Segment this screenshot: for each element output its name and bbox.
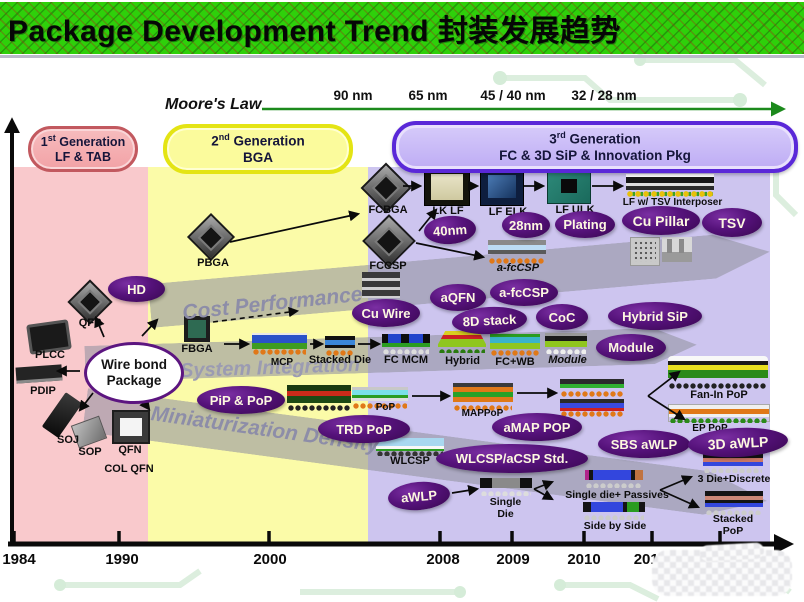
year-2010: 2010 [567,551,601,568]
node-65nm: 65 nm [408,88,448,103]
label-3die-discrete: 3 Die+Discrete [697,473,771,485]
oval-cu-wire: Cu Wire [352,299,420,327]
wire-bond-package-oval: Wire bond Package [84,342,184,404]
plating-photo [630,237,660,266]
lf-ulk-photo [547,167,591,204]
fbga-chip [184,316,210,342]
label-lk-lf: LK LF [432,205,464,217]
stacked-pop-package [705,491,763,515]
label-sop: SOP [78,446,102,458]
qfn-chip [112,410,150,444]
label-fc-wb: FC+WB [495,356,535,368]
label-mappop: MAPPoP [461,408,504,419]
stacked-chip-bottom [560,399,624,417]
label-side-by-side: Side by Side [583,520,647,532]
pop-package [352,387,408,409]
year-2008: 2008 [426,551,460,568]
pip-pop-package [287,385,351,411]
oval-cu-pillar: Cu Pillar [622,206,700,235]
label-lf-ulk: LF ULK [555,204,595,216]
single-die-passives-package [585,470,643,488]
hybrid-package [438,331,486,353]
module-package [545,333,587,354]
label-fccsp: FCCSP [369,260,407,272]
label-pdip: PDIP [30,385,56,397]
label-stacked-die: Stacked Die [308,354,372,366]
fc-wb-package [490,334,540,356]
lk-lf-photo [424,168,470,206]
oval-sbs-awlp: SBS aWLP [598,430,690,458]
node-32-28nm: 32 / 28 nm [571,88,637,103]
label-mcp: MCP [270,357,294,368]
label-lf-tsv: LF w/ TSV Interposer [622,197,723,208]
stacked-die-package [325,336,355,356]
fan-in-pop-package [668,356,768,390]
label-single-passives: Single die+ Passives [565,489,669,501]
oval-wlcsp-acsp-std: WLCSP/aCSP Std. [436,444,588,473]
year-2000: 2000 [253,551,287,568]
stacked-chip-top [560,379,624,397]
oval-module: Module [596,334,666,361]
label-qfp: QFP [78,317,102,329]
oval-hd: HD [108,276,165,302]
oval-tsv: TSV [702,208,762,237]
year-1990: 1990 [105,551,139,568]
label-fan-in-pop: Fan-In PoP [690,389,748,401]
label-plcc: PLCC [35,349,65,361]
oval-aqfn: aQFN [430,284,486,311]
year-2009: 2009 [496,551,530,568]
label-single: Single [489,496,522,508]
label-qfn: QFN [118,444,142,456]
label-pbga: PBGA [197,257,229,269]
gen1-banner: 1st Generation LF & TAB [28,126,138,172]
lf-tsv-interposer-package [626,174,714,198]
label-fcbga: FCBGA [368,204,408,216]
a-fccsp-package [488,240,546,264]
oval-28nm: 28nm [502,212,550,238]
fc-mcm-package [382,334,430,354]
label-soj: SOJ [56,434,79,446]
year-1984: 1984 [2,551,36,568]
pdip-chip [15,364,63,384]
gen3-banner: 3rd Generation FC & 3D SiP & Innovation … [392,121,798,173]
mappop-package [453,383,513,411]
moores-law-label: Moore's Law [165,96,262,113]
label-wlcsp: WLCSP [390,455,430,467]
label-a-fccsp: a-fcCSP [496,262,540,274]
label-single-die: Die [497,508,514,520]
node-45-40nm: 45 / 40 nm [480,88,546,103]
label-pop: PoP [375,402,396,413]
label-col-qfn: COL QFN [104,463,154,475]
die3-discrete-package [703,453,763,473]
label-lf-elk: LF ELK [488,206,528,218]
oval-pip-pop: PiP & PoP [197,386,285,414]
label-stacked-pop: PoP [722,525,744,537]
single-die-package [480,478,532,496]
label-stacked: Stacked [712,513,754,525]
side-by-side-package [583,502,645,520]
oval-coc: CoC [536,304,588,330]
title-bar: Package Development Trend 封装发展趋势 [0,2,804,54]
wlcsp-package [376,438,444,456]
fccsp-stack-photo [362,272,400,298]
label-hybrid: Hybrid [445,355,480,367]
oval-trd-pop: TRD PoP [318,415,410,443]
mcp-package [252,333,307,355]
label-fc-mcm: FC MCM [384,354,428,366]
oval-amap-pop: aMAP POP [492,413,582,441]
cu-pillar-photo [662,237,692,262]
label-fbga: FBGA [181,343,213,355]
label-module: Module [548,354,587,366]
oval-hybrid-sip: Hybrid SiP [608,302,702,330]
page-title: Package Development Trend 封装发展趋势 [8,15,621,48]
node-90nm: 90 nm [333,88,373,103]
oval-a-fccsp: a-fcCSP [490,279,558,306]
label-ep-pop: EP PoP [692,423,728,434]
title-underline [0,55,804,58]
ep-pop-package [668,404,770,423]
oval-plating: Plating [555,211,615,238]
gen2-banner: 2nd Generation BGA [163,124,353,174]
watermark-blur-small [699,542,765,562]
